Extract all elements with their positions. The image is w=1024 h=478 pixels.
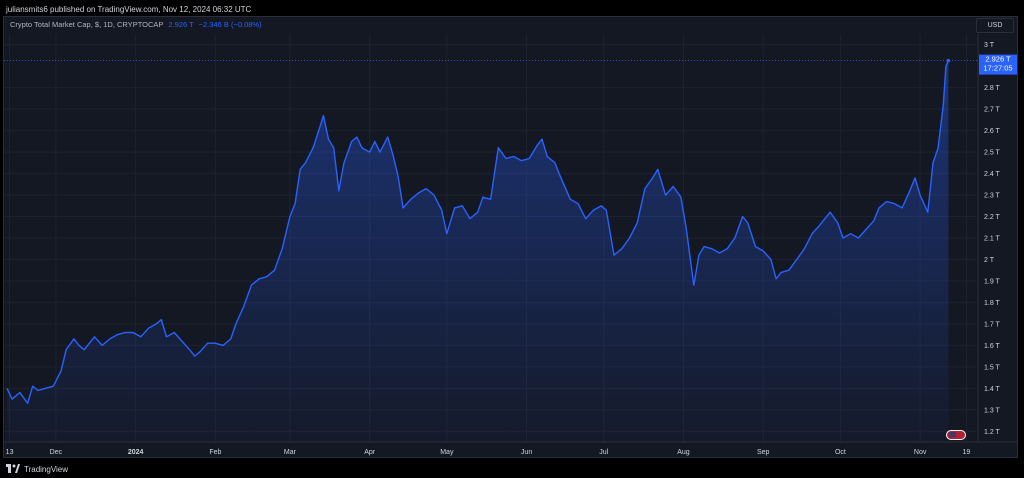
y-tick-label: 2.1 T bbox=[984, 236, 1001, 243]
x-tick-label: Jun bbox=[521, 449, 532, 456]
brand-name: TradingView bbox=[24, 465, 69, 474]
area-fill bbox=[7, 60, 949, 442]
us-flag-icon[interactable] bbox=[946, 430, 966, 440]
x-tick-label: Feb bbox=[209, 449, 221, 456]
x-tick-label: Jul bbox=[599, 449, 608, 456]
x-tick-label: 13 bbox=[6, 449, 14, 456]
x-tick-label: Oct bbox=[835, 449, 846, 456]
last-price-value: 2.926 T bbox=[985, 55, 1011, 64]
currency-button[interactable]: USD bbox=[976, 18, 1014, 33]
legend-change: −2.346 B (−0.08%) bbox=[198, 20, 262, 29]
area-fill-path bbox=[7, 60, 949, 442]
y-tick-label: 1.6 T bbox=[984, 343, 1001, 350]
y-tick-label: 1.7 T bbox=[984, 321, 1001, 328]
tradingview-logo-icon bbox=[6, 464, 20, 475]
x-tick-label: Nov bbox=[914, 449, 927, 456]
price-line-path bbox=[6, 60, 950, 404]
y-tick-label: 2.3 T bbox=[984, 193, 1001, 200]
x-tick-label: 19 bbox=[963, 449, 971, 456]
y-tick-label: 2.6 T bbox=[984, 128, 1001, 135]
legend-last-value: 2.926 T bbox=[168, 20, 194, 29]
y-tick-label: 1.9 T bbox=[984, 278, 1001, 285]
y-tick-label: 2.7 T bbox=[984, 107, 1001, 114]
x-axis-labels: 13 Dec 2024 Feb Mar Apr May Jun Jul Aug Sep Oct Nov 1… bbox=[6, 449, 971, 456]
y-tick-label: 2.2 T bbox=[984, 214, 1001, 221]
x-tick-label: Aug bbox=[677, 449, 690, 456]
publisher-header: juliansmits6 published on TradingView.co… bbox=[6, 5, 252, 14]
y-tick-label: 1.5 T bbox=[984, 364, 1001, 371]
y-tick-label: 1.8 T bbox=[984, 300, 1001, 307]
y-tick-label: 1.2 T bbox=[984, 429, 1001, 436]
y-tick-label: 3 T bbox=[984, 42, 995, 49]
x-tick-label: Apr bbox=[364, 449, 376, 456]
y-tick-label: 2.5 T bbox=[984, 150, 1001, 157]
last-price-dot bbox=[946, 58, 951, 63]
y-tick-label: 2.4 T bbox=[984, 171, 1001, 178]
chart-legend: Crypto Total Market Cap, $, 1D, CRYPTOCA… bbox=[10, 20, 262, 29]
y-tick-label: 2 T bbox=[984, 257, 995, 264]
footer-brand[interactable]: TradingView bbox=[6, 464, 68, 475]
y-axis-labels: 1.2 T 1.3 T 1.4 T 1.5 T 1.6 T 1.7 T 1.8 T 1.9 T… bbox=[984, 42, 1001, 436]
x-tick-label: May bbox=[440, 449, 454, 456]
symbol-title[interactable]: Crypto Total Market Cap, $, 1D, CRYPTOCA… bbox=[10, 20, 164, 29]
price-line bbox=[6, 60, 950, 404]
y-tick-label: 1.4 T bbox=[984, 386, 1001, 393]
x-tick-label: Mar bbox=[284, 449, 297, 456]
last-price-label: 2.926 T 17:27:05 bbox=[979, 54, 1017, 75]
countdown-timer: 17:27:05 bbox=[983, 64, 1012, 73]
x-tick-label: Sep bbox=[757, 449, 770, 456]
y-tick-label: 1.3 T bbox=[984, 407, 1001, 414]
x-tick-label: 2024 bbox=[128, 449, 144, 456]
last-price-line bbox=[4, 58, 978, 63]
x-tick-label: Dec bbox=[50, 449, 63, 456]
y-tick-label: 2.8 T bbox=[984, 85, 1001, 92]
